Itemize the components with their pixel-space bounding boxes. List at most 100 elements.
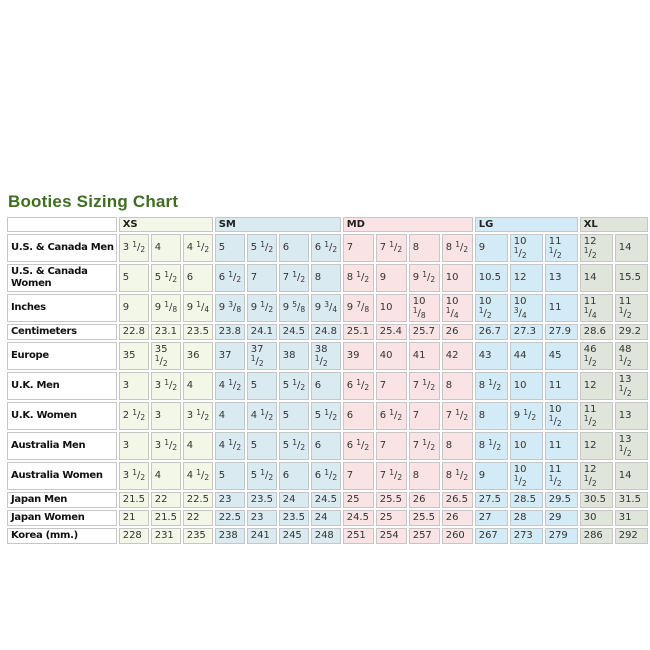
size-cell: 44 (509, 342, 543, 370)
size-cell: 11 (544, 432, 578, 460)
size-cell: 23 (214, 492, 245, 508)
row-label: Japan Women (7, 510, 117, 526)
table-row: Korea (mm.) 228 231 235 238 241 245 248 251 254 25… (7, 528, 648, 544)
size-cell: 22 (150, 492, 181, 508)
size-cell: 3 (118, 372, 149, 400)
size-cell: 25.4 (375, 324, 407, 340)
size-cell: 45 (544, 342, 578, 370)
size-group-header-md: MD (342, 217, 473, 232)
size-cell: 7 1/2 (408, 372, 440, 400)
size-cell: 27 (474, 510, 508, 526)
size-cell: 11 1/2 (579, 402, 613, 430)
size-cell: 10 3/4 (509, 294, 543, 322)
size-cell: 14 (614, 234, 648, 262)
size-group-header-lg: LG (474, 217, 578, 232)
size-cell: 10 1/4 (441, 294, 473, 322)
size-cell: 2 1/2 (118, 402, 149, 430)
size-cell: 30.5 (579, 492, 613, 508)
size-cell: 13 (544, 264, 578, 292)
size-cell: 6 (278, 462, 309, 490)
size-cell: 35 1/2 (150, 342, 181, 370)
size-cell: 4 (182, 432, 213, 460)
size-cell: 13 1/2 (614, 372, 648, 400)
size-cell: 7 1/2 (441, 402, 473, 430)
size-cell: 9 1/4 (182, 294, 213, 322)
size-cell: 238 (214, 528, 245, 544)
size-cell: 4 (182, 372, 213, 400)
size-cell: 4 1/2 (182, 462, 213, 490)
size-group-header-row: XS SM MD LG XL (7, 217, 648, 232)
size-cell: 12 1/2 (579, 462, 613, 490)
size-cell: 8 (441, 372, 473, 400)
size-cell: 7 1/2 (278, 264, 309, 292)
size-cell: 12 1/2 (579, 234, 613, 262)
size-cell: 6 1/2 (310, 462, 341, 490)
size-cell: 8 1/2 (474, 372, 508, 400)
size-cell: 6 1/2 (214, 264, 245, 292)
size-cell: 38 (278, 342, 309, 370)
size-cell: 11 (544, 372, 578, 400)
size-cell: 27.3 (509, 324, 543, 340)
table-row: Australia Women 3 1/2 4 4 1/2 5 5 1/2 6 6 1/2 7 7… (7, 462, 648, 490)
size-cell: 12 (509, 264, 543, 292)
size-cell: 9 7/8 (342, 294, 374, 322)
size-cell: 5 1/2 (278, 432, 309, 460)
table-row: Inches 9 9 1/8 9 1/4 9 3/8 9 1/2 9 5/8 9 3/4 9 7… (7, 294, 648, 322)
size-cell: 25.7 (408, 324, 440, 340)
size-cell: 22.8 (118, 324, 149, 340)
size-cell: 12 (579, 372, 613, 400)
size-cell: 8 (474, 402, 508, 430)
size-cell: 9 5/8 (278, 294, 309, 322)
size-cell: 3 1/2 (118, 462, 149, 490)
size-cell: 7 (408, 402, 440, 430)
table-row: U.K. Men 3 3 1/2 4 4 1/2 5 5 1/2 6 6 1/2 7 7 1/2 8 8… (7, 372, 648, 400)
table-row: U.S. & Canada Men 3 1/2 4 4 1/2 5 5 1/2 6 6 1/2… (7, 234, 648, 262)
size-cell: 42 (441, 342, 473, 370)
size-cell: 9 1/2 (246, 294, 277, 322)
size-cell: 251 (342, 528, 374, 544)
row-label: Centimeters (7, 324, 117, 340)
size-cell: 6 1/2 (310, 234, 341, 262)
table-row: U.K. Women 2 1/2 3 3 1/2 4 4 1/2 5 5 1/2 6 6 1/2 7… (7, 402, 648, 430)
size-cell: 10 1/2 (509, 462, 543, 490)
size-cell: 7 (375, 372, 407, 400)
size-cell: 31 (614, 510, 648, 526)
size-cell: 26.7 (474, 324, 508, 340)
size-cell: 11 1/2 (544, 462, 578, 490)
size-cell: 29.5 (544, 492, 578, 508)
size-cell: 7 1/2 (375, 234, 407, 262)
size-cell: 24.5 (278, 324, 309, 340)
size-cell: 28.6 (579, 324, 613, 340)
size-cell: 24.1 (246, 324, 277, 340)
row-label: U.K. Women (7, 402, 117, 430)
size-cell: 10.5 (474, 264, 508, 292)
size-cell: 9 (474, 462, 508, 490)
size-cell: 235 (182, 528, 213, 544)
size-cell: 23.1 (150, 324, 181, 340)
size-cell: 43 (474, 342, 508, 370)
size-cell: 7 (246, 264, 277, 292)
size-cell: 23.5 (278, 510, 309, 526)
table-row: Australia Men 3 3 1/2 4 4 1/2 5 5 1/2 6 6 1/2 7 7 … (7, 432, 648, 460)
size-cell: 6 1/2 (342, 432, 374, 460)
size-cell: 279 (544, 528, 578, 544)
sizing-table-body: U.S. & Canada Men 3 1/2 4 4 1/2 5 5 1/2 6 6 1/2… (7, 234, 648, 544)
page-title: Booties Sizing Chart (8, 192, 179, 211)
size-cell: 22.5 (214, 510, 245, 526)
size-cell: 28 (509, 510, 543, 526)
size-cell: 10 1/8 (408, 294, 440, 322)
size-cell: 5 (278, 402, 309, 430)
size-cell: 6 (310, 432, 341, 460)
size-cell: 14 (614, 462, 648, 490)
size-cell: 3 1/2 (182, 402, 213, 430)
size-cell: 27.9 (544, 324, 578, 340)
size-cell: 3 1/2 (150, 372, 181, 400)
size-cell: 13 1/2 (614, 432, 648, 460)
size-cell: 23.5 (182, 324, 213, 340)
size-cell: 38 1/2 (310, 342, 341, 370)
size-cell: 24.5 (342, 510, 374, 526)
size-cell: 41 (408, 342, 440, 370)
size-cell: 3 (118, 432, 149, 460)
row-label: Australia Men (7, 432, 117, 460)
size-cell: 25.5 (408, 510, 440, 526)
